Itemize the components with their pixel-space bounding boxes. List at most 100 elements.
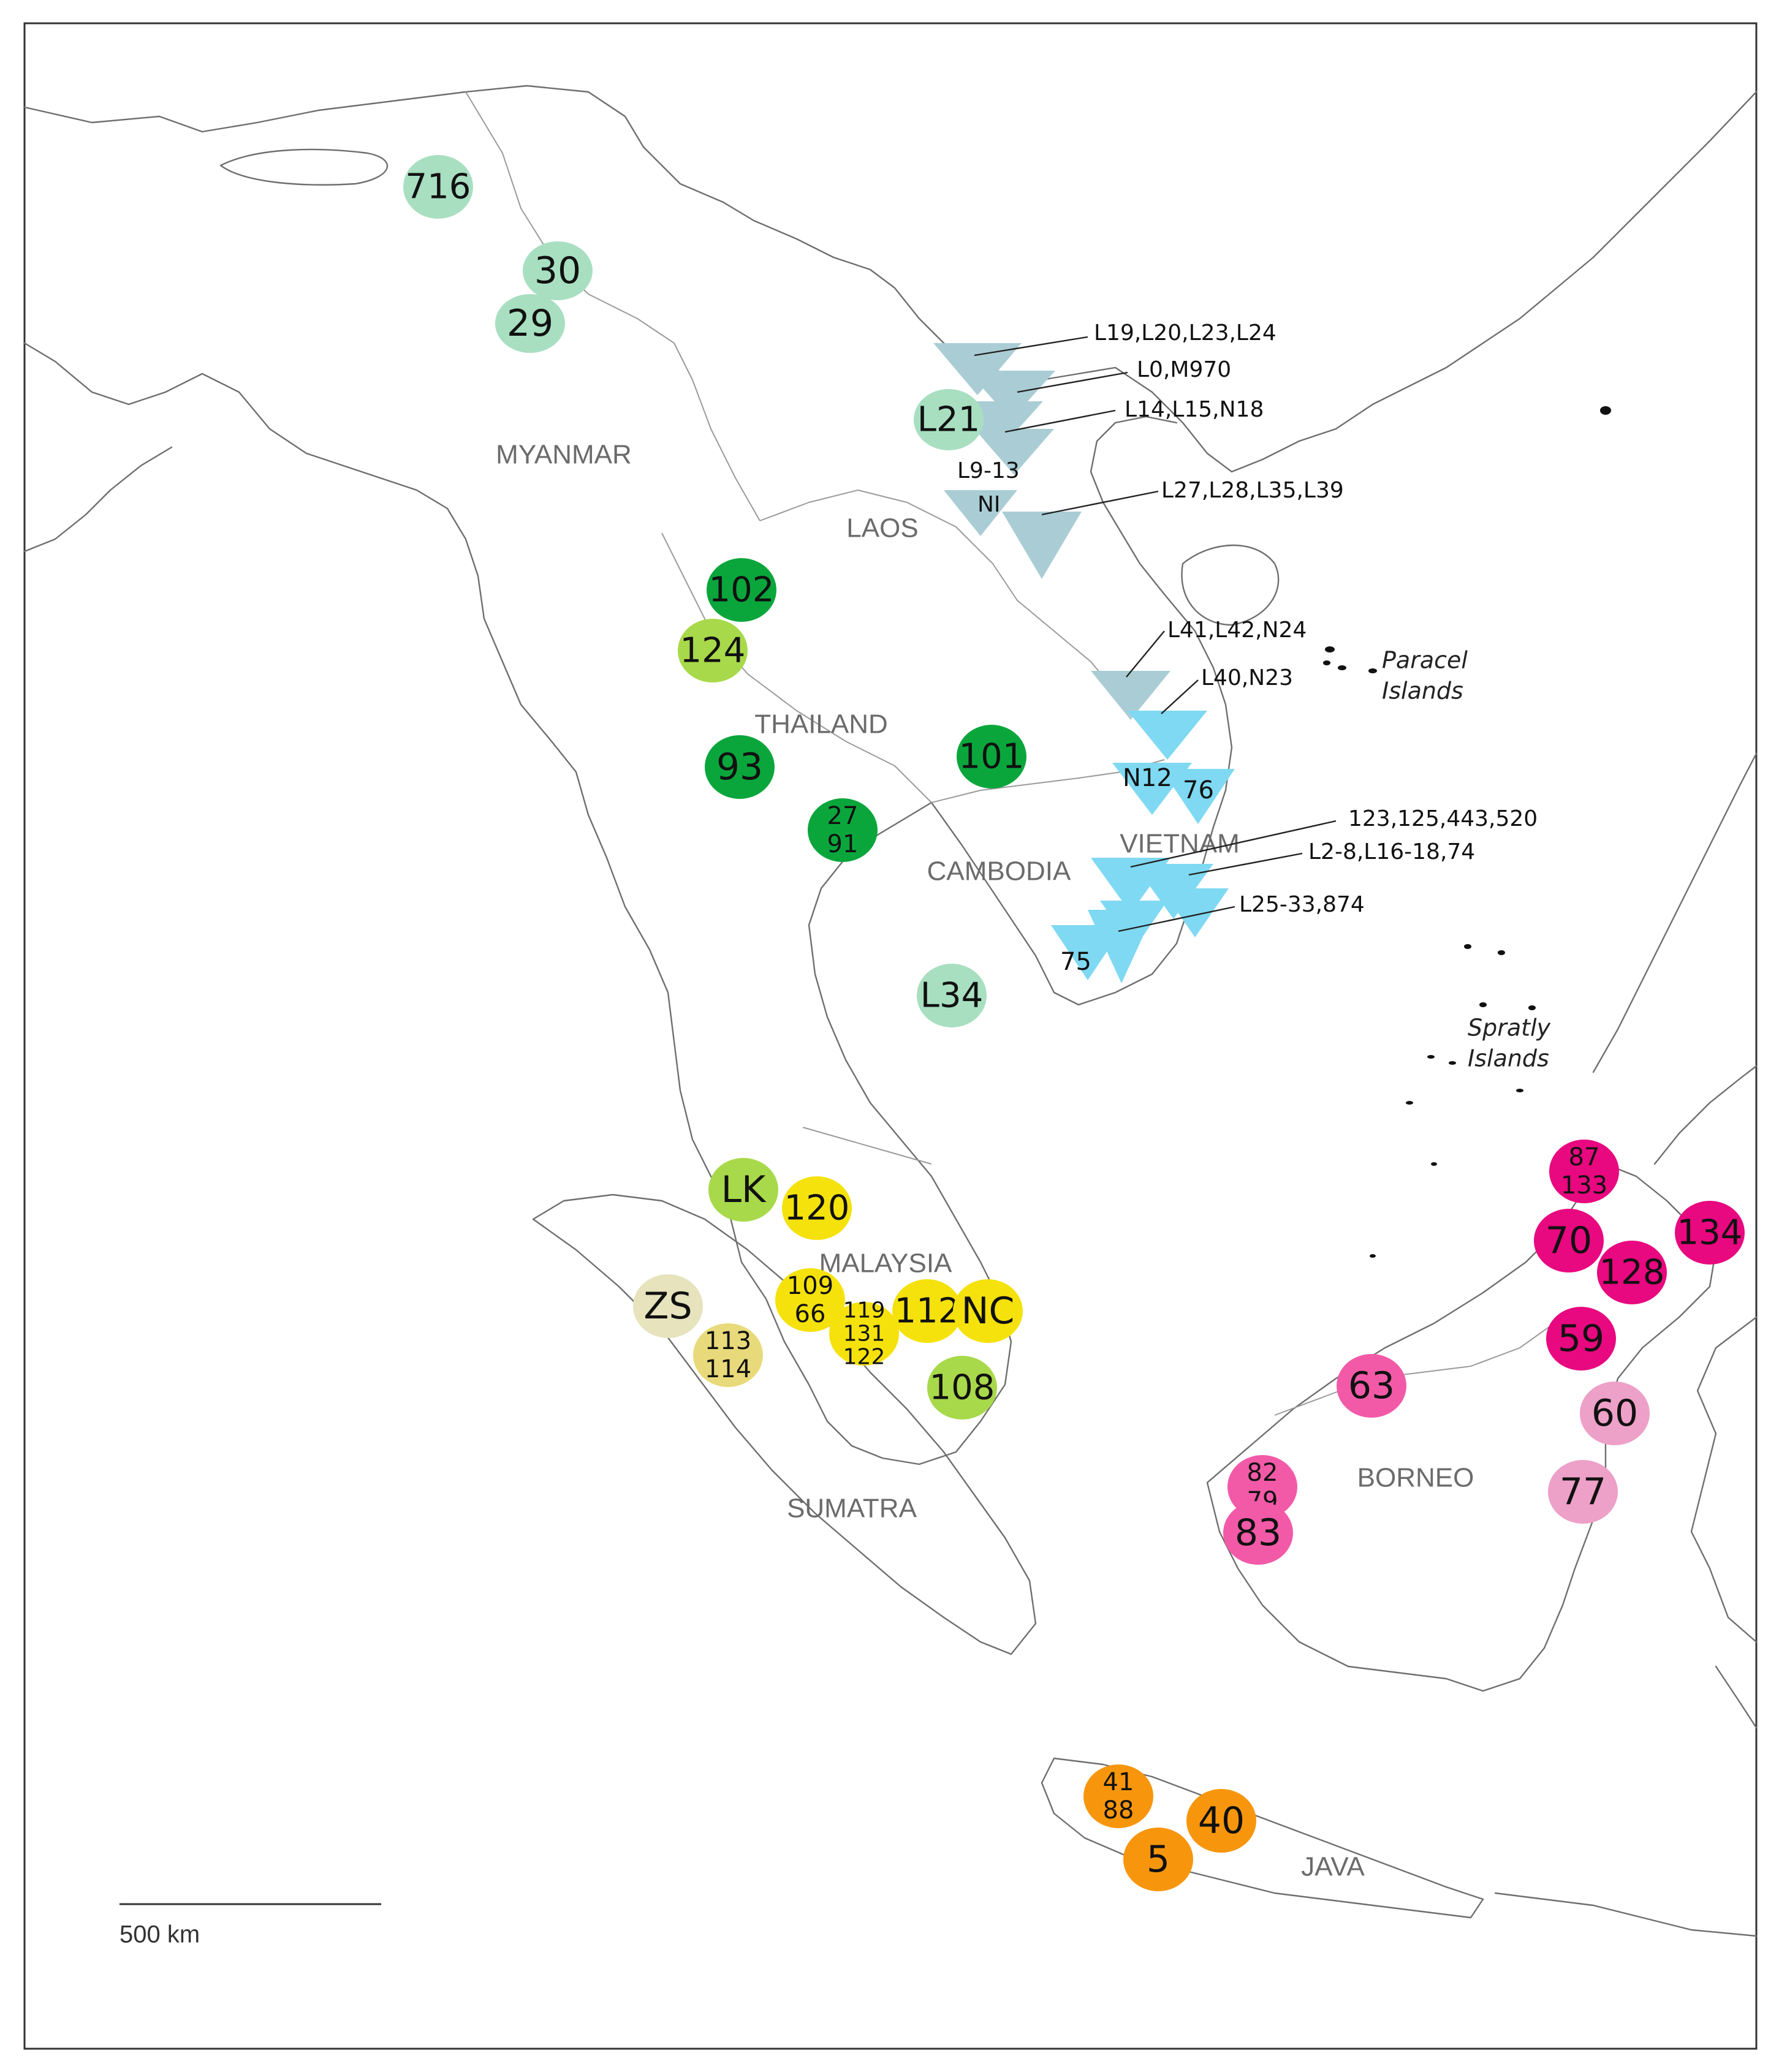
circle-marker-label: 29 <box>507 302 553 345</box>
country-label-laos: LAOS <box>846 513 918 543</box>
triangle-marker <box>1161 769 1235 824</box>
circle-marker-dot <box>707 558 776 622</box>
circle-marker-label: 109 <box>787 1272 833 1300</box>
circle-marker-label: L34 <box>920 976 983 1016</box>
leader-c6 <box>1161 679 1199 714</box>
circle-marker-label: 134 <box>1677 1213 1743 1253</box>
circle-marker-label: 120 <box>784 1189 850 1228</box>
leader-c2 <box>1017 371 1128 393</box>
circle-marker-dot <box>1227 1455 1297 1519</box>
circle-marker-63: 63 <box>1337 1354 1406 1418</box>
circle-marker-dot <box>914 389 984 450</box>
circle-marker-108: 108 <box>927 1356 997 1420</box>
triangle-marker <box>974 429 1054 475</box>
circle-marker-70: 70 <box>1534 1209 1604 1272</box>
paracel-label-line2: Islands <box>1382 678 1463 705</box>
circle-marker-LK: LK <box>708 1158 778 1222</box>
circle-marker-dot <box>829 1302 899 1366</box>
circle-marker-dot <box>927 1356 997 1420</box>
circle-marker-5: 5 <box>1123 1828 1193 1891</box>
circle-marker-L34: L34 <box>917 964 987 1027</box>
circle-marker-label: 131 <box>843 1321 886 1347</box>
triangle-marker <box>933 343 1022 395</box>
triangle-labels: L9-13 NI N12 76 75 <box>957 458 1214 976</box>
circle-marker-dot <box>1597 1241 1667 1304</box>
circle-marker-716: 716 <box>403 155 473 219</box>
triangle-label-n12: N12 <box>1123 764 1172 792</box>
circle-marker-40: 40 <box>1186 1789 1256 1853</box>
country-label-sumatra: SUMATRA <box>787 1494 917 1524</box>
leader-c7 <box>1130 820 1337 868</box>
circle-marker-label: 124 <box>680 631 746 671</box>
circle-marker-dot <box>957 725 1026 788</box>
circle-marker-77: 77 <box>1548 1460 1618 1524</box>
circle-marker-label: 119 <box>843 1298 886 1323</box>
triangle-marker <box>944 490 1017 536</box>
circle-marker-label: 70 <box>1546 1219 1592 1262</box>
circle-marker-120: 120 <box>782 1176 852 1240</box>
callout-c3: L14,L15,N18 <box>1125 397 1264 422</box>
triangle-marker <box>967 371 1055 420</box>
triangle-marker <box>1128 711 1207 760</box>
circle-marker-59: 59 <box>1546 1307 1616 1371</box>
circle-marker-dot <box>808 798 878 862</box>
circle-marker-label: 113 <box>705 1327 751 1355</box>
circle-marker-label: ZS <box>643 1285 692 1328</box>
circle-marker-102: 102 <box>707 558 776 622</box>
circle-marker-dot <box>403 155 473 219</box>
circle-marker-dot <box>705 735 775 799</box>
circle-marker-label: 122 <box>843 1345 886 1370</box>
leader-c8 <box>1188 852 1303 876</box>
circle-marker-dot <box>1546 1307 1616 1371</box>
circle-marker-128: 128 <box>1597 1241 1667 1304</box>
circle-marker-dot <box>1534 1209 1604 1272</box>
paracel-label-line1: Paracel <box>1382 647 1468 674</box>
circle-marker-label: 91 <box>827 830 859 858</box>
circle-marker-101: 101 <box>957 725 1026 788</box>
circle-marker-ZS: ZS <box>633 1274 703 1338</box>
triangle-marker <box>1091 671 1170 720</box>
country-label-vietnam: VIETNAM <box>1120 829 1240 859</box>
circle-marker-label: 30 <box>534 249 581 292</box>
circle-marker-label: 87 <box>1569 1143 1600 1171</box>
spratly-label-line1: Spratly <box>1468 1015 1551 1042</box>
leader-c4 <box>1041 490 1159 516</box>
circle-marker-dot <box>1083 1764 1153 1828</box>
circle-marker-label: 93 <box>716 746 763 788</box>
circle-marker-dot <box>953 1279 1023 1343</box>
scale-bar-label: 500 km <box>119 1921 200 1948</box>
circle-marker-dot <box>1580 1382 1650 1445</box>
circle-marker-label: 128 <box>1599 1253 1665 1293</box>
circle-marker-label: 101 <box>959 737 1025 777</box>
map-frame <box>23 22 1758 2050</box>
circle-marker-dot <box>1186 1789 1256 1853</box>
circle-marker-30: 30 <box>523 241 593 300</box>
callout-c6: L40,N23 <box>1201 665 1293 690</box>
circle-marker-83: 83 <box>1223 1501 1293 1565</box>
islands <box>1323 406 1611 1258</box>
callout-c7: 123,125,443,520 <box>1348 806 1538 831</box>
circle-marker-dot <box>495 294 565 353</box>
scale-bar: 500 km <box>119 1903 381 1948</box>
circle-marker-label: LK <box>721 1168 767 1211</box>
circle-marker-label: 59 <box>1558 1317 1604 1360</box>
spratly-label-line2: Islands <box>1468 1045 1549 1072</box>
callout-leaders <box>974 336 1337 932</box>
circle-marker-label: 40 <box>1198 1799 1245 1842</box>
circle-marker-label: 83 <box>1235 1511 1281 1554</box>
leader-c3 <box>1004 409 1116 433</box>
country-label-borneo: BORNEO <box>1357 1463 1474 1493</box>
circle-marker-dot <box>892 1279 962 1343</box>
callout-c9: L25-33,874 <box>1239 892 1365 917</box>
callout-labels: L19,L20,L23,L24 L0,M970 L14,L15,N18 L27,… <box>1094 320 1538 917</box>
circle-marker-112: 112 <box>892 1279 962 1343</box>
circle-marker-label: 77 <box>1560 1470 1606 1513</box>
circle-marker-dot <box>1549 1140 1619 1203</box>
circle-marker-dot <box>1123 1828 1193 1891</box>
